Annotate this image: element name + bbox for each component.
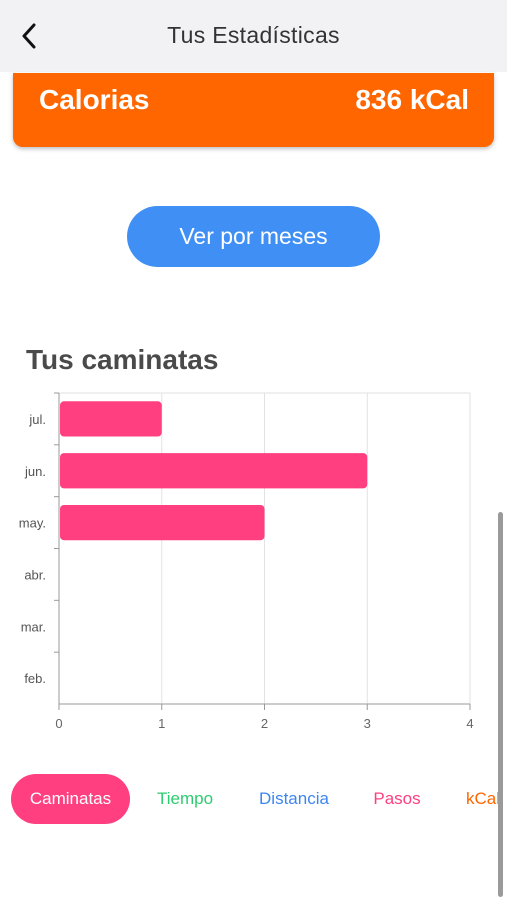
y-tick-label: mar. (21, 619, 46, 634)
chevron-left-icon (22, 23, 36, 49)
scrollbar[interactable] (498, 512, 503, 897)
calories-label: Calorias (39, 84, 150, 115)
calories-card: Calorias 836 kCal (13, 73, 494, 147)
section-title: Tus caminatas (26, 344, 219, 375)
y-tick-label: may. (19, 516, 46, 531)
tab-kcal[interactable]: kCal (466, 789, 501, 808)
y-tick-label: abr. (24, 567, 46, 582)
bar-may (60, 504, 265, 541)
y-tick-label: feb. (24, 671, 46, 686)
page-title: Tus Estadísticas (167, 22, 340, 48)
walks-bar-chart: 0 1 2 3 4 jul. jun. may. abr. mar. feb. (19, 392, 474, 731)
app-header: Tus Estadísticas (0, 0, 507, 72)
back-button[interactable] (14, 20, 44, 52)
y-tick-label: jun. (24, 464, 46, 479)
view-by-months-button[interactable]: Ver por meses (127, 206, 380, 267)
tab-distancia[interactable]: Distancia (259, 789, 329, 808)
tab-caminatas[interactable]: Caminatas (11, 774, 130, 824)
x-tick-label: 0 (55, 716, 62, 731)
y-tick-label: jul. (28, 412, 46, 427)
stats-tab-bar: Caminatas Tiempo Distancia Pasos kCal (0, 774, 507, 826)
bar-jul (60, 401, 162, 437)
bar-jun (60, 453, 368, 489)
x-tick-label: 3 (364, 716, 371, 731)
x-tick-label: 1 (158, 716, 165, 731)
tab-pasos[interactable]: Pasos (373, 789, 421, 808)
x-tick-label: 2 (261, 716, 268, 731)
tab-tiempo[interactable]: Tiempo (156, 789, 214, 808)
x-tick-label: 4 (466, 716, 473, 731)
calories-value: 836 kCal (355, 84, 469, 115)
